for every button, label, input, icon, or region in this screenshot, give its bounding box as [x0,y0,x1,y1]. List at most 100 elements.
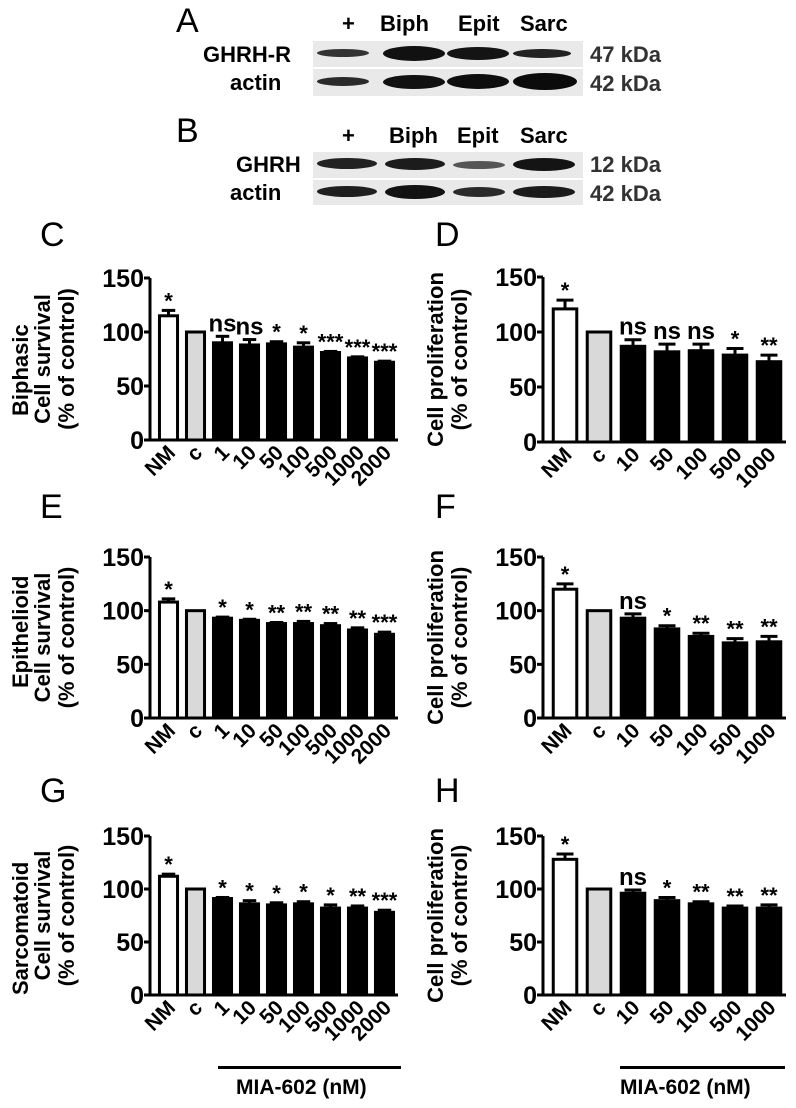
bar [551,307,579,444]
y-tick-label: 0 [130,427,144,455]
significance-marker: * [299,880,308,905]
bar [265,903,288,997]
y-tick-label: 50 [116,373,144,401]
kda-label: 42 kDa [590,181,661,206]
bar [265,342,288,442]
significance-marker: * [245,597,254,622]
y-tick-label: 50 [116,651,144,679]
significance-marker: * [561,562,570,587]
y-axis-label: Cell survival(% of control) [30,567,79,709]
western-blot-actin-b [313,180,583,205]
bar [265,622,288,720]
x-tick-label: 1 [210,719,235,744]
significance-marker: ** [268,600,286,625]
chart-d: Cell proliferation(% of control) 0 50 100 15… [423,264,786,493]
significance-marker: *** [372,888,398,913]
x-tick-label: NM [141,996,180,1035]
x-tick-label: 1000 [731,443,780,492]
significance-marker: * [663,875,672,900]
bar [373,360,396,442]
x-tick-label: NM [537,443,576,482]
significance-marker: * [164,852,173,877]
significance-marker: ** [760,883,778,908]
x-group-label-left: MIA-602 (nM) [236,1076,367,1099]
kda-label: 42 kDa [590,71,661,96]
x-tick-label: 100 [671,443,712,484]
x-group-label-right: MIA-602 (nM) [620,1076,751,1099]
y-tick-label: 50 [509,374,537,402]
x-tick-label: 100 [671,996,712,1037]
x-tick-label: c [183,719,208,744]
bar [346,628,369,720]
bar [292,902,315,997]
bar [721,641,749,720]
x-tick-label: 1000 [731,719,780,768]
panel-letter-e: E [40,488,63,526]
blot-row-label: GHRH-R [203,42,291,67]
bar [319,351,342,442]
lane-label: Sarc [520,123,568,148]
bar [755,640,783,720]
x-tick-label: 10 [612,719,645,752]
bar [755,360,783,444]
bar [721,353,749,444]
y-tick-label: 150 [102,544,144,572]
significance-marker: *** [345,335,371,360]
chart-h: Cell proliferation(% of control) 0 50 100 15… [423,823,786,1046]
y-tick-label: 150 [102,265,144,293]
lane-label: Epit [457,123,499,148]
bar [585,887,613,997]
x-tick-label: 10 [612,443,645,476]
x-tick-label: NM [141,719,180,758]
bar [585,330,613,444]
chart-c: Cell survival(% of control) 0 50 100 150 * NM c… [30,265,398,491]
significance-marker: * [218,595,227,620]
bar [687,634,715,720]
y-tick-label: 0 [523,429,537,457]
panel-letter-b: B [176,112,199,150]
x-tick-label: 100 [671,719,712,760]
bar [157,600,180,720]
blot-row-label: actin [230,180,282,205]
x-tick-label: NM [537,996,576,1035]
bar [373,632,396,720]
x-tick-label: c [183,996,208,1021]
y-tick-label: 0 [523,982,537,1010]
chart-f: Cell proliferation(% of control) 0 50 100 15… [423,544,786,769]
kda-label: 12 kDa [590,152,661,177]
y-tick-label: 50 [509,929,537,957]
bar [211,341,234,442]
y-tick-label: 100 [102,876,144,904]
bar [292,622,315,720]
y-tick-label: 100 [495,319,537,347]
blot-row-label: GHRH [236,152,301,177]
bar [211,616,234,720]
bar [319,624,342,720]
significance-marker: *** [372,610,398,635]
significance-marker: * [245,879,254,904]
bar [619,344,647,444]
significance-marker: * [218,875,227,900]
western-blot-ghrhr [313,41,583,67]
y-tick-label: 100 [495,876,537,904]
x-tick-label: 10 [612,996,645,1029]
significance-marker: ns [208,310,236,337]
panel-letter-g: G [40,772,67,810]
y-axis-label: Cell survival(% of control) [30,288,79,430]
bar [238,618,261,720]
bar [551,587,579,720]
significance-marker: ** [760,333,778,358]
bar [653,350,681,444]
significance-marker: ns [653,318,681,345]
x-tick-label: 1 [210,441,235,466]
y-axis-label: Cell survival(% of control) [30,845,79,987]
x-tick-label: NM [141,441,180,480]
y-axis-label: Cell proliferation(% of control) [423,828,472,1003]
lane-label: Epit [458,11,500,36]
lane-label: + [342,11,355,36]
bar [319,906,342,997]
bar [551,857,579,997]
y-axis-label: Cell proliferation(% of control) [423,550,472,725]
bar [619,616,647,720]
chart-e: Cell survival(% of control) 0 50 100 150 * NM c… [30,544,398,769]
